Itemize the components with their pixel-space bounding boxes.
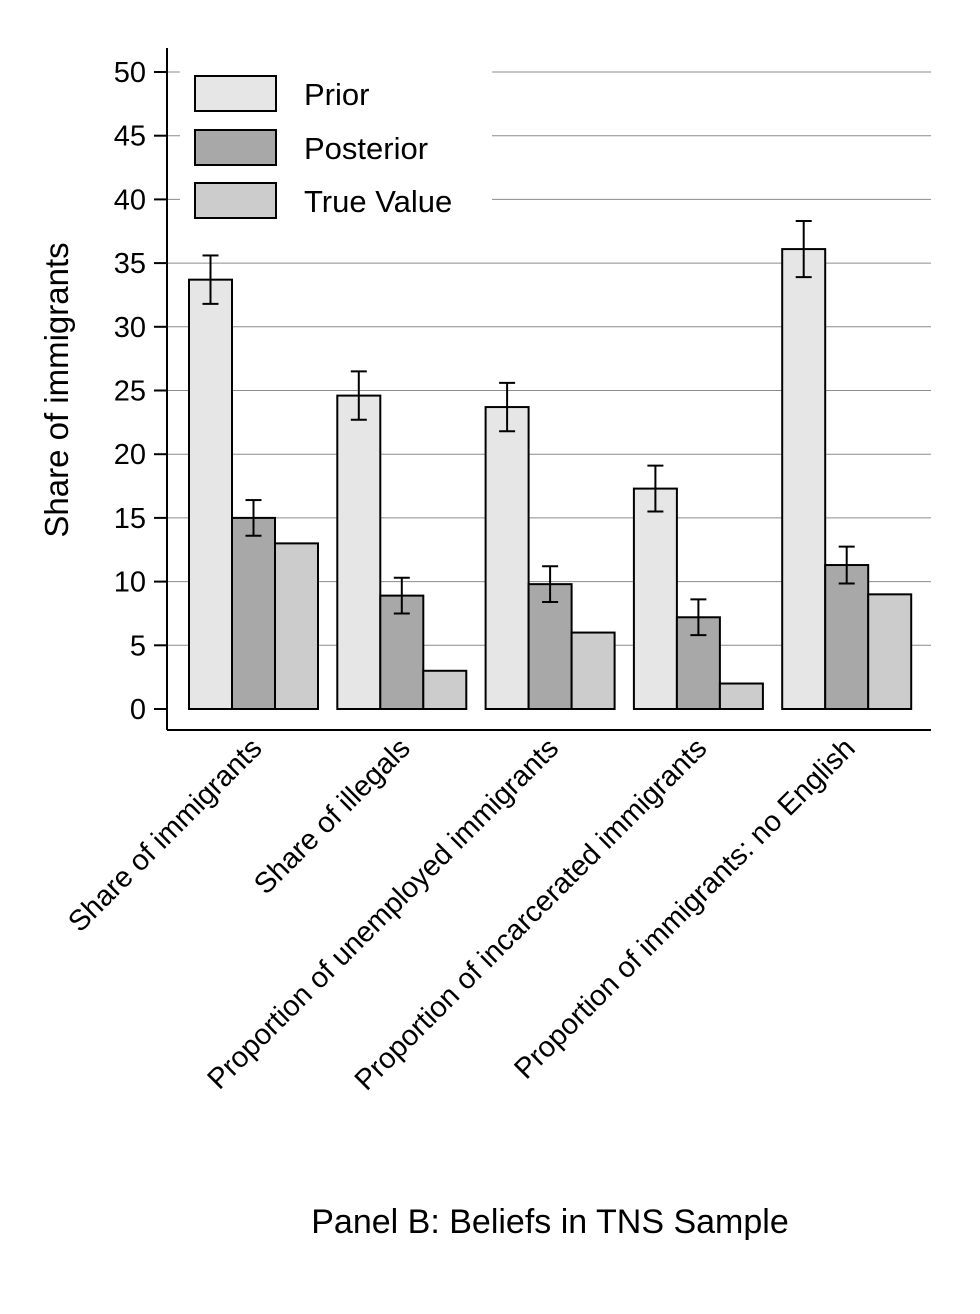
bar-true-value [274,542,319,710]
bar-posterior [824,564,870,711]
y-tick-label: 50 [114,57,146,89]
y-tick-label: 5 [130,630,146,662]
bar-prior [781,248,827,710]
error-bars [202,220,855,637]
legend-swatch [194,182,277,219]
y-tick-label: 15 [114,503,146,535]
legend: Prior Posterior True Value [180,60,492,232]
y-tick-label: 0 [130,694,146,726]
bar-true-value [570,631,616,710]
bar-prior [188,278,233,710]
y-tick-label: 45 [114,121,146,153]
bar-prior [632,487,678,710]
legend-label: True Value [304,184,452,219]
bar-posterior [231,516,276,711]
y-tick-label: 35 [114,248,146,280]
chart-title: Panel B: Beliefs in TNS Sample [311,1203,789,1241]
bar-true-value [867,593,913,711]
y-tick-label: 30 [114,312,146,344]
y-tick-label: 10 [114,567,146,599]
bar-prior [484,406,530,710]
y-axis-label: Share of immigrants [38,242,75,537]
bars [188,248,913,711]
legend-swatch [194,129,277,166]
bar-prior [336,394,382,710]
y-tick-label: 40 [114,184,146,216]
bar-true-value [422,669,468,711]
y-tick-label: 20 [114,439,146,471]
x-tick-label: Proportion of immigrants: no English [508,732,861,1085]
legend-swatch [194,75,277,112]
bar-true-value [718,682,764,711]
bar-posterior [675,616,721,710]
x-tick-label: Share of immigrants [62,732,268,938]
legend-label: Prior [304,77,369,112]
x-tick-label: Share of illegals [248,732,417,901]
axes [166,48,931,731]
y-tick-label: 25 [114,376,146,408]
y-ticks: 0 5 10 15 20 25 30 35 40 45 50 [114,57,167,726]
legend-label: Posterior [304,131,428,166]
